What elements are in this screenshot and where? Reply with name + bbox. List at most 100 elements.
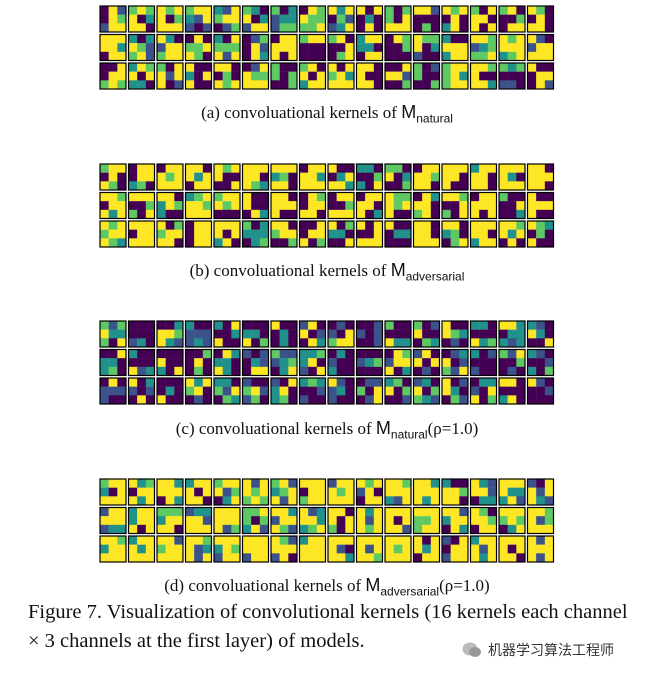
kernel-cell bbox=[413, 553, 423, 563]
kernel-border bbox=[498, 377, 526, 405]
kernel-cell bbox=[393, 71, 403, 81]
kernel-border bbox=[469, 62, 498, 90]
kernel-cell bbox=[499, 181, 508, 191]
kernel-cell bbox=[316, 321, 326, 330]
kernel-cell bbox=[222, 479, 232, 488]
kernel-cell bbox=[536, 221, 546, 230]
kernel-cell bbox=[316, 349, 326, 359]
kernel-cell bbox=[422, 172, 432, 182]
kernel-cell bbox=[516, 358, 526, 368]
kernel-cell bbox=[442, 553, 451, 563]
kernel-cell bbox=[194, 378, 204, 387]
kernel bbox=[213, 478, 241, 506]
kernel-cell bbox=[185, 14, 195, 24]
kernel-cell bbox=[128, 172, 138, 182]
kernel-cell bbox=[430, 80, 440, 90]
kernel-cell bbox=[288, 23, 298, 33]
kernel-cell bbox=[108, 229, 118, 239]
kernel-cell bbox=[279, 487, 289, 497]
kernel-cell bbox=[393, 172, 403, 182]
kernel-cell bbox=[336, 221, 346, 230]
kernel-cell bbox=[450, 536, 460, 545]
kernel-cell bbox=[536, 358, 546, 368]
kernel-cell bbox=[279, 321, 289, 330]
kernel-cell bbox=[487, 51, 497, 61]
kernel-cell bbox=[442, 201, 451, 211]
kernel-cell bbox=[373, 201, 383, 211]
kernel-cell bbox=[459, 386, 469, 396]
kernel-cell bbox=[137, 321, 147, 330]
kernel-cell bbox=[422, 349, 432, 359]
kernel-cell bbox=[316, 201, 326, 211]
kernel bbox=[384, 535, 412, 563]
kernel-border bbox=[241, 220, 270, 248]
kernel-cell bbox=[157, 201, 166, 211]
kernel-cell bbox=[430, 358, 440, 368]
kernel-cell bbox=[157, 479, 166, 488]
kernel bbox=[156, 191, 184, 220]
kernel-grid bbox=[99, 163, 555, 248]
kernel-cell bbox=[356, 338, 366, 348]
kernel-cell bbox=[108, 386, 118, 396]
kernel-border bbox=[469, 5, 498, 33]
kernel-cell bbox=[413, 544, 423, 554]
kernel bbox=[298, 220, 327, 248]
kernel-border bbox=[184, 377, 213, 405]
kernel-cell bbox=[365, 329, 375, 339]
kernel-cell bbox=[185, 192, 195, 202]
kernel-cell bbox=[299, 221, 309, 230]
kernel-cell bbox=[487, 209, 497, 219]
kernel-cell bbox=[202, 553, 212, 563]
kernel-cell bbox=[316, 34, 326, 44]
kernel-cell bbox=[479, 544, 489, 554]
kernel-cell bbox=[299, 321, 309, 330]
kernel-cell bbox=[194, 366, 204, 376]
kernel-border bbox=[498, 506, 526, 535]
kernel-cell bbox=[430, 51, 440, 61]
kernel-cell bbox=[373, 229, 383, 239]
kernel-cell bbox=[413, 487, 423, 497]
kernel-cell bbox=[328, 479, 337, 488]
kernel-cell bbox=[385, 386, 394, 396]
kernel-cell bbox=[516, 192, 526, 202]
kernel-cell bbox=[185, 63, 195, 72]
kernel-cell bbox=[259, 14, 269, 24]
kernel-cell bbox=[345, 201, 355, 211]
kernel-cell bbox=[231, 358, 241, 368]
kernel-cell bbox=[157, 524, 166, 534]
kernel-border bbox=[498, 320, 526, 348]
kernel-cell bbox=[385, 479, 394, 488]
kernel-cell bbox=[356, 487, 366, 497]
kernel-cell bbox=[402, 209, 412, 219]
kernel-cell bbox=[499, 479, 508, 488]
kernel-cell bbox=[145, 192, 155, 202]
kernel-cell bbox=[393, 63, 403, 72]
kernel bbox=[412, 506, 441, 535]
kernel-cell bbox=[165, 192, 175, 202]
kernel-cell bbox=[271, 164, 280, 173]
kernel-cell bbox=[202, 366, 212, 376]
kernel-cell bbox=[185, 516, 195, 526]
kernel-cell bbox=[459, 338, 469, 348]
kernel-cell bbox=[117, 63, 127, 72]
kernel-cell bbox=[356, 386, 366, 396]
kernel bbox=[127, 506, 156, 535]
kernel-cell bbox=[544, 496, 554, 506]
kernel-cell bbox=[450, 172, 460, 182]
kernel-cell bbox=[185, 378, 195, 387]
kernel-cell bbox=[328, 172, 337, 182]
kernel-cell bbox=[459, 536, 469, 545]
kernel-cell bbox=[316, 395, 326, 405]
kernel-cell bbox=[202, 164, 212, 173]
kernel-cell bbox=[202, 378, 212, 387]
kernel bbox=[298, 163, 327, 191]
kernel-cell bbox=[345, 164, 355, 173]
kernel-cell bbox=[308, 238, 318, 248]
kernel-cell bbox=[385, 238, 394, 248]
kernel-cell bbox=[279, 181, 289, 191]
kernel-cell bbox=[499, 51, 508, 61]
kernel-cell bbox=[231, 209, 241, 219]
kernel-cell bbox=[527, 496, 537, 506]
kernel bbox=[384, 506, 412, 535]
kernel-cell bbox=[365, 487, 375, 497]
